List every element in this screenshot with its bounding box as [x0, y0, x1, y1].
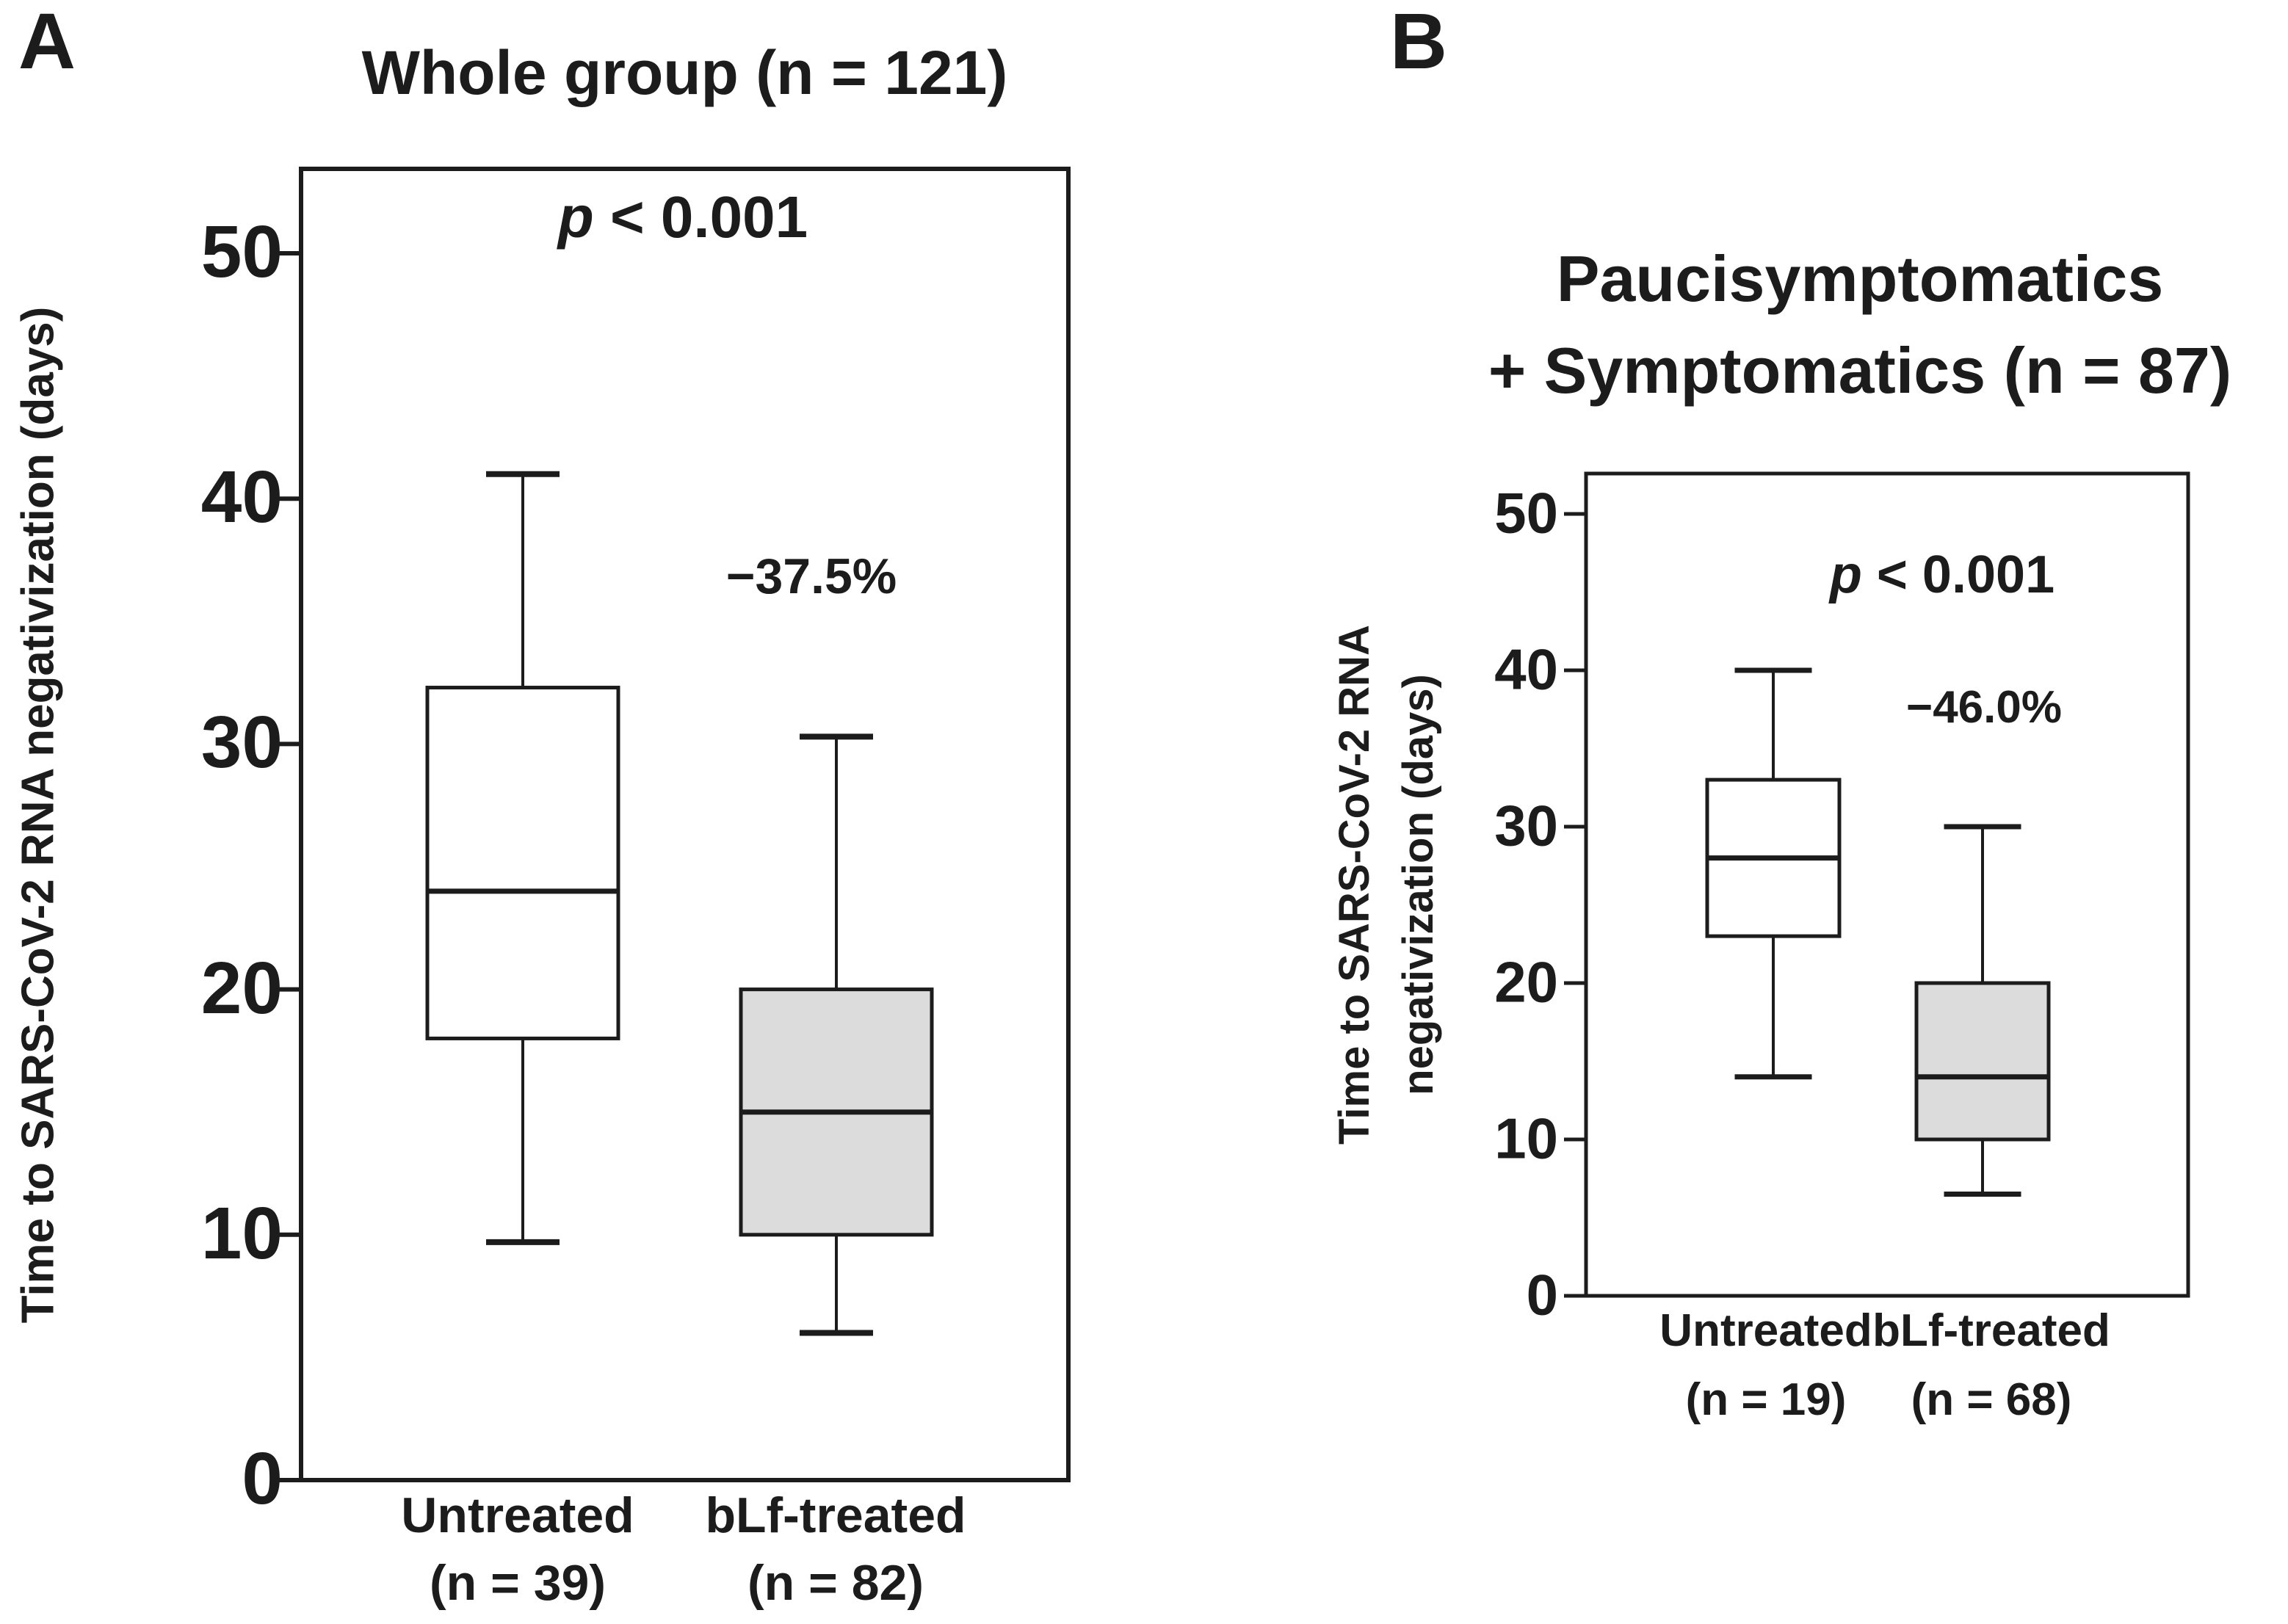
- panel-a-median-change: −37.5%: [725, 548, 897, 604]
- y-tick-label: 40: [1494, 637, 1558, 702]
- x-category-n-label: (n = 39): [430, 1555, 606, 1611]
- panel-a-p-value: p < 0.001: [558, 184, 808, 251]
- p-symbol: p: [1829, 545, 1862, 604]
- y-tick-label: 0: [1526, 1262, 1558, 1327]
- x-category-n-label: (n = 68): [1911, 1374, 2072, 1425]
- y-tick-label: 10: [200, 1192, 283, 1275]
- panel-b-title-line2: + Symptomatics (n = 87): [1488, 333, 2232, 407]
- y-tick-label: 0: [242, 1438, 283, 1520]
- p-symbol: p: [557, 184, 594, 250]
- panel-b-y-axis-label: Time to SARS-CoV-2 RNA negativization (da…: [1322, 625, 1450, 1145]
- y-tick-label: 50: [200, 211, 283, 293]
- p-value-text: < 0.001: [593, 184, 808, 250]
- panel-b-p-value: p < 0.001: [1830, 545, 2055, 605]
- panel-a-y-axis-label: Time to SARS-CoV-2 RNA negativization (d…: [12, 306, 64, 1324]
- y-tick-label: 10: [1494, 1106, 1558, 1171]
- y-tick-label: 50: [1494, 480, 1558, 545]
- panel-a-title: Whole group (n = 121): [361, 38, 1008, 107]
- iqr-box: [425, 686, 620, 1040]
- y-tick-label: 20: [1494, 949, 1558, 1015]
- panel-b-letter: B: [1390, 0, 1447, 85]
- x-category-n-label: (n = 82): [747, 1555, 924, 1611]
- x-category-label: Untreated: [1659, 1305, 1872, 1356]
- plot-border: [1584, 471, 2190, 1298]
- y-tick-label: 20: [200, 946, 283, 1029]
- x-category-n-label: (n = 19): [1685, 1374, 1847, 1425]
- panel-b-y-axis-label-line1: Time to SARS-CoV-2 RNA: [1331, 625, 1378, 1145]
- panel-b-title-line1: Paucisymptomatics: [1556, 242, 2164, 315]
- y-tick-label: 30: [1494, 793, 1558, 858]
- y-tick-label: 40: [200, 456, 283, 539]
- y-tick-label: 30: [200, 701, 283, 784]
- panel-b-y-axis-label-line2: negativization (days): [1394, 674, 1442, 1095]
- panel-b-title: Paucisymptomatics + Symptomatics (n = 87): [1488, 233, 2231, 417]
- panel-a-letter: A: [18, 0, 76, 85]
- x-category-label: Untreated: [401, 1487, 634, 1543]
- plot-border: [299, 167, 1071, 1482]
- iqr-box: [1914, 981, 2051, 1142]
- x-category-label: bLf-treated: [705, 1487, 966, 1543]
- p-value-text: < 0.001: [1861, 545, 2055, 604]
- x-category-label: bLf-treated: [1872, 1305, 2110, 1356]
- panel-b-median-change: −46.0%: [1905, 682, 2063, 733]
